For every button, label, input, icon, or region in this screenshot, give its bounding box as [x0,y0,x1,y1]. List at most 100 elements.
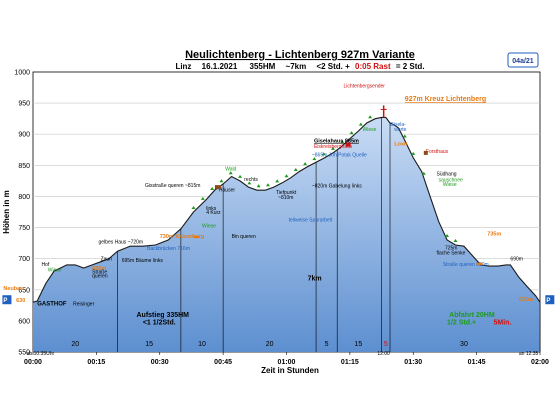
house-marker [214,185,221,190]
annotation-1: Wiese [48,268,62,274]
subtitle-total: = 2 Std. [396,62,425,71]
x-axis-label: Zeit in Stunden [261,366,319,375]
annotation-29: Wiese [363,127,377,133]
annotation-15: Wiese [202,224,216,230]
parking-sign-box [545,295,555,305]
annotation-5: Neubau [3,286,23,292]
x-axis-ticks: 00:00 00:15 00:30 00:45 01:00 01:15 01:30 01:45… [24,352,549,366]
badge-box [507,52,539,68]
annotation-47: <1 1/2Std. [143,320,176,327]
annotation-19: Häuser [219,187,235,193]
x-tick-label: 02:00 [531,359,549,366]
tree-marker [445,234,450,237]
annotation-7: Zaun [101,257,113,263]
annotation-28: Eiskreisberghaus [314,144,353,150]
annotation-43: 690m [510,257,523,263]
x-tick-label: 00:00 [24,359,42,366]
annotation-4: 630 [16,298,25,304]
tree-marker [293,168,298,172]
annotation-14: Backbrücken 716m [147,246,190,252]
tree-marker [256,184,261,188]
subtitle-place: Linz [175,62,191,71]
y-tick-label: 800 [18,194,30,201]
tree-marker [238,174,243,178]
y-axis-ticks: 550 600 650 700 750 800 850 900 950 1000 [14,70,30,357]
annotation-46: Aufstieg 335HM [137,312,190,319]
annotation-2: GASTHOF [37,301,67,307]
badge-label: 04a/21 [512,58,534,65]
route-markers [193,105,483,265]
annotation-38: Wiese [443,182,457,188]
annotation-17: 4 Kurz [206,210,221,216]
subtitle-date: 16.1.2021 [202,62,238,71]
annotation-50: 5Min. [494,320,512,327]
y-tick-label: 550 [18,350,30,357]
segment-duration: 5 [384,341,388,348]
annotation-55: P [546,298,550,304]
tree-marker [340,139,345,143]
subtitle-duration: <2 Std. + [316,62,350,71]
chart-title: Neulichtenberg - Lichtenberg 927m Varian… [185,49,415,61]
tree-marker [453,238,458,242]
rest-marker [476,262,483,265]
x-tick-label: 00:45 [214,359,232,366]
tree-marker [284,174,289,178]
tree-marker [368,115,373,119]
subtitle-distance: ~7km [286,62,307,71]
annotation-34: Loxit [394,141,407,147]
tree-marker [321,152,326,156]
annotation-54: P [3,298,7,304]
x-tick-label: 01:00 [278,359,296,366]
parking-sign-box [2,295,12,305]
tree-marker [411,151,416,155]
annotation-27: Giselahaus 885m [314,138,359,144]
annotation-16: links [206,206,217,212]
annotation-40: 725m [445,245,458,251]
tree-marker [228,171,233,175]
tree-marker [247,181,252,185]
annotation-44: 630m [519,297,533,303]
x-tick-label: 01:45 [468,359,486,366]
y-tick-label: 750 [18,225,30,232]
tree-marker [200,196,205,200]
segment-duration: 5 [325,341,329,348]
annotation-49: 1/2 Std.+ [447,320,476,327]
annotation-18: Gisstraße queren ~815m [145,183,200,189]
annotation-39: 735m [487,232,501,238]
annotation-23: ~810m [278,195,293,201]
y-tick-label: 600 [18,318,30,325]
annotation-22: Tiefpunkt [276,190,297,196]
tree-marker [303,162,308,166]
annotation-0: Hof [41,262,49,268]
annotation-41: flache Senke [436,250,465,256]
annotation-33: 927m Kreuz Lichtenberg [405,96,486,103]
forsthaus-marker [423,150,428,155]
annotation-37: sauschnee [439,178,463,184]
y-tick-label: 1000 [14,70,30,77]
rest-marker [193,236,200,239]
y-tick-label: 650 [18,287,30,294]
segment-duration: 20 [266,341,274,348]
annotation-9: queren [92,273,108,279]
giselahaus-marker [345,142,351,147]
elevation-area [33,117,540,353]
annotation-11: gelbes Haus ~720m [98,240,143,246]
annotation-25: ~865m Joh Potak Quelle [312,153,367,159]
tree-marker [421,171,426,175]
tree-marker [312,157,317,161]
annotation-12: 730m Kaiserberg [160,234,204,240]
y-tick-label: 700 [18,256,30,263]
tree-marker [349,131,354,135]
tree-marker [219,179,224,183]
x-tick-label: 01:15 [341,359,359,366]
tree-marker [402,134,407,138]
annotation-42: Straße queren 690m [443,262,489,268]
x-tick-label: 01:30 [404,359,422,366]
annotation-31: warte [394,127,406,133]
y-tick-label: 950 [18,101,30,108]
annotation-51: ab 10:35Uhr [27,351,55,357]
tree-marker [265,183,270,187]
segment-duration-labels: 20 15 10 20 5 15 5 30 [71,341,468,348]
